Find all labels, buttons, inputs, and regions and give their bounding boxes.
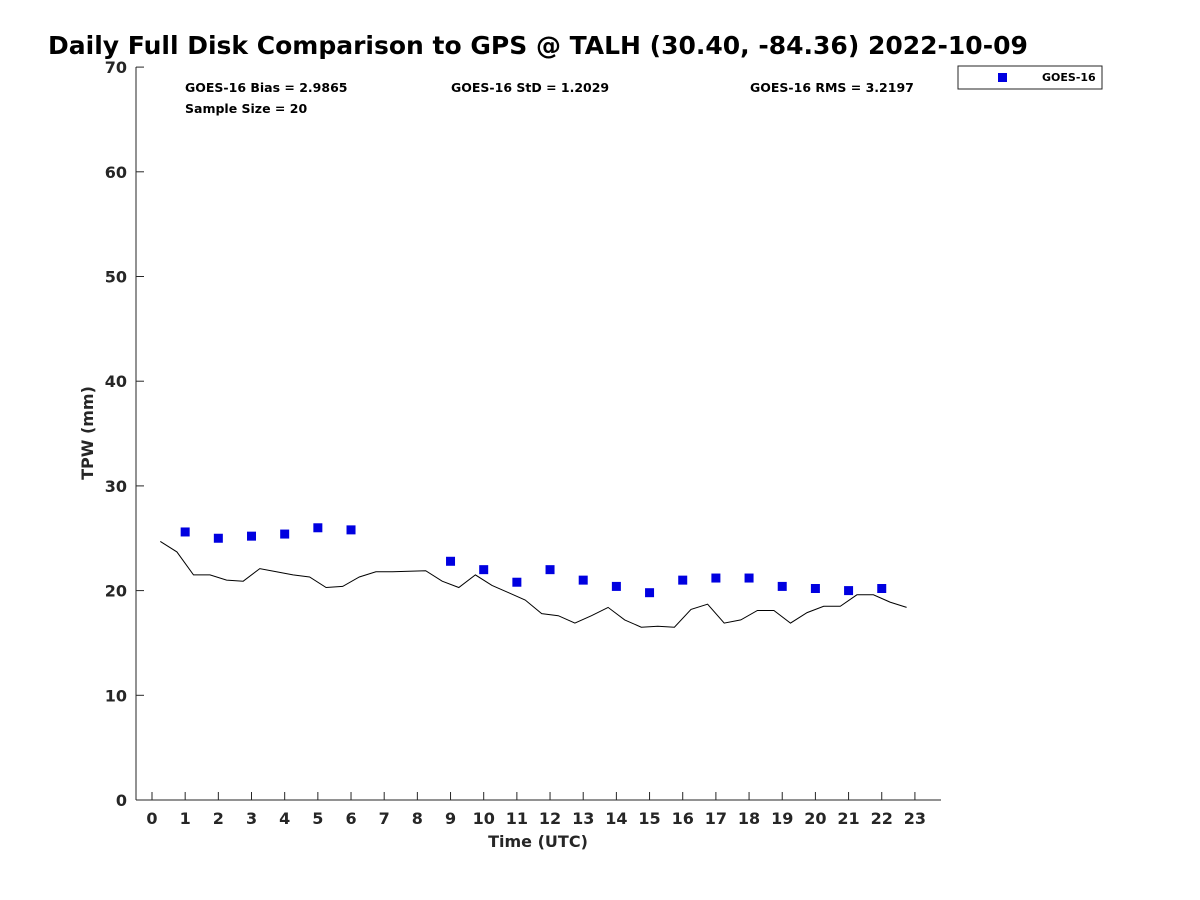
x-tick-label: 10 [473,809,495,828]
x-axis-label: Time (UTC) [488,832,588,851]
goes16-point [247,531,257,541]
goes16-point [645,588,655,598]
goes16-point [446,556,456,566]
goes16-point [479,565,489,575]
goes16-scatter-series [180,523,887,598]
goes16-point [280,529,290,539]
x-tick-label: 14 [605,809,627,828]
x-tick-label: 12 [539,809,561,828]
bias-annotation: GOES-16 Bias = 2.9865 [185,80,347,95]
gps-line-series [160,540,907,628]
goes16-point [213,533,223,543]
goes16-point [545,565,555,575]
x-tick-label: 20 [804,809,826,828]
x-tick-label: 0 [146,809,157,828]
x-tick-label: 23 [904,809,926,828]
x-tick-label: 8 [412,809,423,828]
goes16-point [744,573,754,583]
goes16-point [844,586,854,596]
y-tick-label: 60 [105,163,127,182]
goes16-point [877,584,887,594]
std-annotation: GOES-16 StD = 1.2029 [451,80,609,95]
y-axis-label: TPW (mm) [78,386,97,480]
y-tick-label: 10 [105,686,127,705]
chart-title: Daily Full Disk Comparison to GPS @ TALH… [48,31,1028,60]
legend-marker-goes16 [998,73,1007,82]
y-tick-label: 20 [105,582,127,601]
goes16-point [578,575,588,585]
x-tick-label: 4 [279,809,290,828]
x-tick-label: 22 [871,809,893,828]
legend-label-goes16: GOES-16 [1042,71,1096,84]
y-tick-label: 30 [105,477,127,496]
goes16-point [313,523,323,533]
goes16-point [346,525,356,535]
rms-annotation: GOES-16 RMS = 3.2197 [750,80,914,95]
x-tick-label: 2 [213,809,224,828]
goes16-point [678,575,688,585]
goes16-point [810,584,820,594]
gps-tpw-line [160,540,907,628]
x-tick-label: 17 [705,809,727,828]
y-axis-ticks: 0 10 20 30 40 50 60 70 [105,58,144,810]
y-tick-label: 40 [105,372,127,391]
x-tick-label: 11 [506,809,528,828]
x-axis-ticks: 0 1 2 3 4 5 6 7 8 9 10 11 12 13 14 15 16 17 18 19 20 21 22 23 [146,792,926,828]
goes16-point [711,573,721,583]
x-tick-label: 15 [638,809,660,828]
y-tick-label: 70 [105,58,127,77]
y-tick-label: 0 [116,791,127,810]
sample-size-annotation: Sample Size = 20 [185,101,307,116]
goes16-point [611,581,621,591]
x-tick-label: 3 [246,809,257,828]
x-tick-label: 5 [312,809,323,828]
goes16-point [180,527,190,537]
x-tick-label: 9 [445,809,456,828]
x-tick-label: 16 [672,809,694,828]
legend-box [957,65,1103,90]
x-tick-label: 13 [572,809,594,828]
x-tick-label: 19 [771,809,793,828]
x-tick-label: 7 [379,809,390,828]
x-tick-label: 18 [738,809,760,828]
x-tick-label: 1 [180,809,191,828]
y-tick-label: 50 [105,268,127,287]
goes16-point [512,577,522,587]
legend: GOES-16 [957,65,1103,90]
goes16-point [777,581,787,591]
x-tick-label: 21 [837,809,859,828]
x-tick-label: 6 [345,809,356,828]
